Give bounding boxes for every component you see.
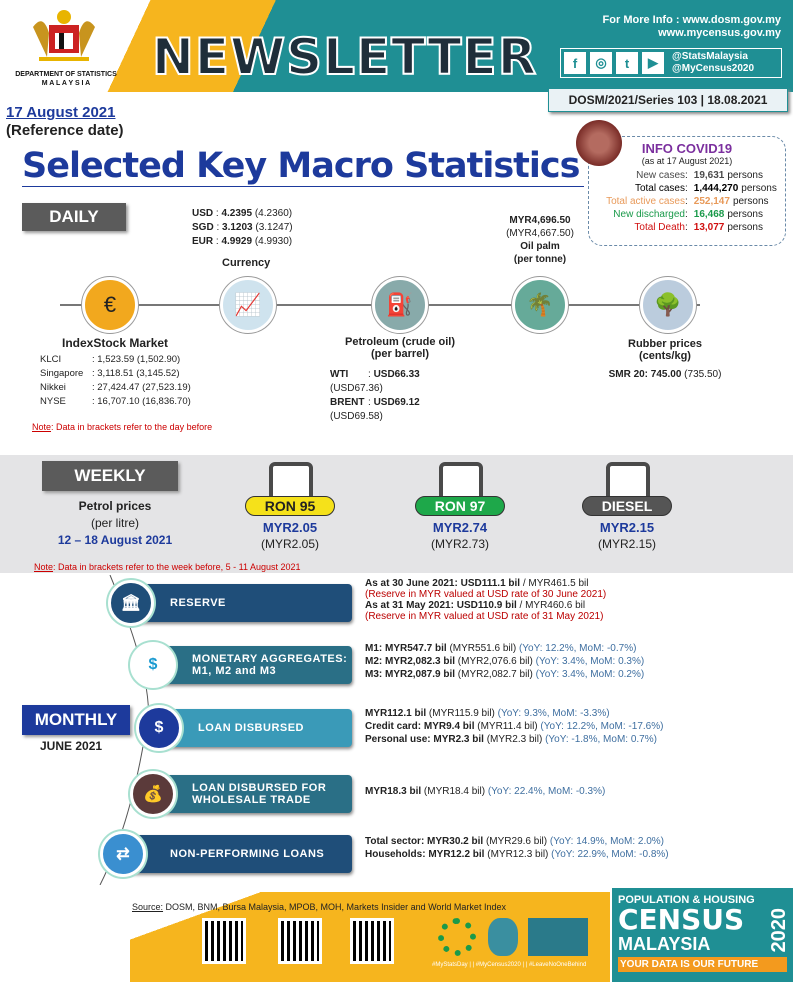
monthly-item-4: NON-PERFORMING LOANS (122, 835, 352, 873)
palm-tree-icon: 🌴 (512, 277, 568, 333)
qr-code-dosm[interactable] (202, 918, 246, 964)
info-links: For More Info : www.dosm.gov.my www.mycen… (603, 14, 781, 40)
social-bar: f ◎ t ▶ @StatsMalaysia @MyCensus2020 (560, 48, 782, 78)
rubber-block: Rubber prices (cents/kg) SMR 20: 745.00 (… (608, 338, 722, 380)
monthly-item-4-values: Total sector: MYR30.2 bil (MYR29.6 bil) … (365, 836, 669, 860)
stock-row: NYSE: 16,707.10 (16,836.70) (40, 396, 191, 407)
rubber-tapping-icon: 🌳 (640, 277, 696, 333)
fuel-type-badge: RON 95 (245, 496, 335, 516)
monthly-item-3-values: MYR18.3 bil (MYR18.4 bil) (YoY: 22.4%, M… (365, 786, 606, 797)
reference-date-label: (Reference date) (6, 122, 124, 139)
fuel-price: MYR2.05 (262, 520, 318, 535)
handle-stats[interactable]: @StatsMalaysia (672, 51, 748, 62)
bank-icon: 🏛 (108, 580, 154, 626)
oil-pump-icon: ⛽ (372, 277, 428, 333)
census-house-logo (528, 918, 588, 956)
loan-icon: $ (136, 705, 182, 751)
monthly-item-1-values: M1: MYR547.7 bil (MYR551.6 bil) (YoY: 12… (365, 643, 645, 680)
fuel-prev-price: (MYR2.73) (430, 537, 489, 551)
covid-row: Total cases:1,444,270 persons (634, 183, 777, 194)
info-link-dosm[interactable]: For More Info : www.dosm.gov.my (602, 14, 781, 26)
header-banner (0, 0, 793, 92)
monthly-item-2: LOAN DISBURSED (158, 709, 352, 747)
covid-row: New discharged:16,468 persons (613, 209, 763, 220)
info-link-mycensus[interactable]: www.mycensus.gov.my (658, 27, 781, 39)
monthly-period: JUNE 2021 (40, 739, 103, 753)
money-arrows-icon: $ (130, 642, 176, 688)
stock-row: Singapore: 3,118.51 (3,145.52) (40, 368, 180, 379)
exchange-icon: ⇄ (100, 831, 146, 877)
youtube-icon[interactable]: ▶ (642, 52, 664, 74)
page-title: Selected Key Macro Statistics (22, 146, 584, 187)
coat-of-arms-logo (18, 6, 110, 66)
money-bag-hand-icon: 💰 (130, 771, 176, 817)
monthly-item-0: RESERVE (130, 584, 352, 622)
qr-code-facebook[interactable] (278, 918, 322, 964)
stock-market-icon: € (82, 277, 138, 333)
monthly-item-1: MONETARY AGGREGATES: M1, M2 and M3 (152, 646, 352, 684)
newsletter-title: NEWSLETTER (151, 27, 538, 87)
petrol-title-block: Petrol prices (per litre) 12 – 18 August 2… (57, 499, 173, 547)
monthly-item-0-values: As at 30 June 2021: USD111.1 bil / MYR46… (365, 578, 607, 622)
petroleum-block: Petroleum (crude oil) (per barrel) WTI: … (330, 336, 456, 422)
facebook-icon[interactable]: f (564, 52, 586, 74)
stock-row: KLCI: 1,523.59 (1,502.90) (40, 354, 181, 365)
monthly-item-3: LOAN DISBURSED FOR WHOLESALE TRADE (152, 775, 352, 813)
monthly-label: MONTHLY (22, 705, 130, 735)
mystats-logo (488, 918, 518, 956)
fuel-price: MYR2.74 (432, 520, 488, 535)
qr-code-census[interactable] (350, 918, 394, 964)
sdg-logo (438, 918, 476, 956)
hashtags: #MyStatsDay | | #MyCensus2020 | | #Leave… (432, 962, 587, 968)
weekly-note: Note: Data in brackets refer to the week… (34, 562, 301, 572)
oilpalm-block: MYR4,696.50 (MYR4,667.50) Oil palm (per ton… (506, 215, 574, 265)
fuel-prev-price: (MYR2.05) (260, 537, 319, 551)
census-banner: POPULATION & HOUSING CENSUS MALAYSIA YOU… (612, 888, 793, 982)
covid-row: Total active cases:252,147 persons (606, 196, 769, 207)
instagram-icon[interactable]: ◎ (590, 52, 612, 74)
covid-as-at: (as at 17 August 2021) (641, 156, 733, 166)
stock-row: Nikkei: 27,424.47 (27,523.19) (40, 382, 191, 393)
daily-note: Note: Data in brackets refer to the day … (32, 422, 213, 432)
weekly-label: WEEKLY (42, 461, 178, 491)
virus-icon (576, 120, 622, 166)
covid-title: INFO COVID19 (641, 141, 733, 156)
twitter-icon[interactable]: t (616, 52, 638, 74)
daily-label: DAILY (22, 203, 126, 231)
currency-values: USD : 4.2395 (4.2360) SGD : 3.1203 (3.12… (192, 208, 293, 247)
covid-row: Total Death:13,077 persons (634, 222, 763, 233)
covid-row: New cases:19,631 persons (636, 170, 763, 181)
currency-chart-icon: 📈 (220, 277, 276, 333)
monthly-item-2-values: MYR112.1 bil (MYR115.9 bil) (YoY: 9.3%, … (365, 708, 664, 745)
fuel-type-badge: DIESEL (582, 496, 672, 516)
fuel-price: MYR2.15 (599, 520, 655, 535)
series-label: DOSM/2021/Series 103 | 18.08.2021 (548, 88, 788, 112)
handle-census[interactable]: @MyCensus2020 (672, 63, 755, 74)
stock-market-block: IndexStock Market KLCI: 1,523.59 (1,502.… (40, 336, 191, 407)
source-note: Source: DOSM, BNM, Bursa Malaysia, MPOB,… (132, 902, 506, 912)
fuel-type-badge: RON 97 (415, 496, 505, 516)
reference-date: 17 August 2021 (6, 104, 116, 121)
dept-name: DEPARTMENT OF STATISTICS M A L A Y S I A (15, 71, 117, 87)
currency-title: Currency (222, 257, 271, 269)
fuel-prev-price: (MYR2.15) (597, 537, 656, 551)
covid-info-box: INFO COVID19 (as at 17 August 2021) New … (588, 136, 786, 246)
